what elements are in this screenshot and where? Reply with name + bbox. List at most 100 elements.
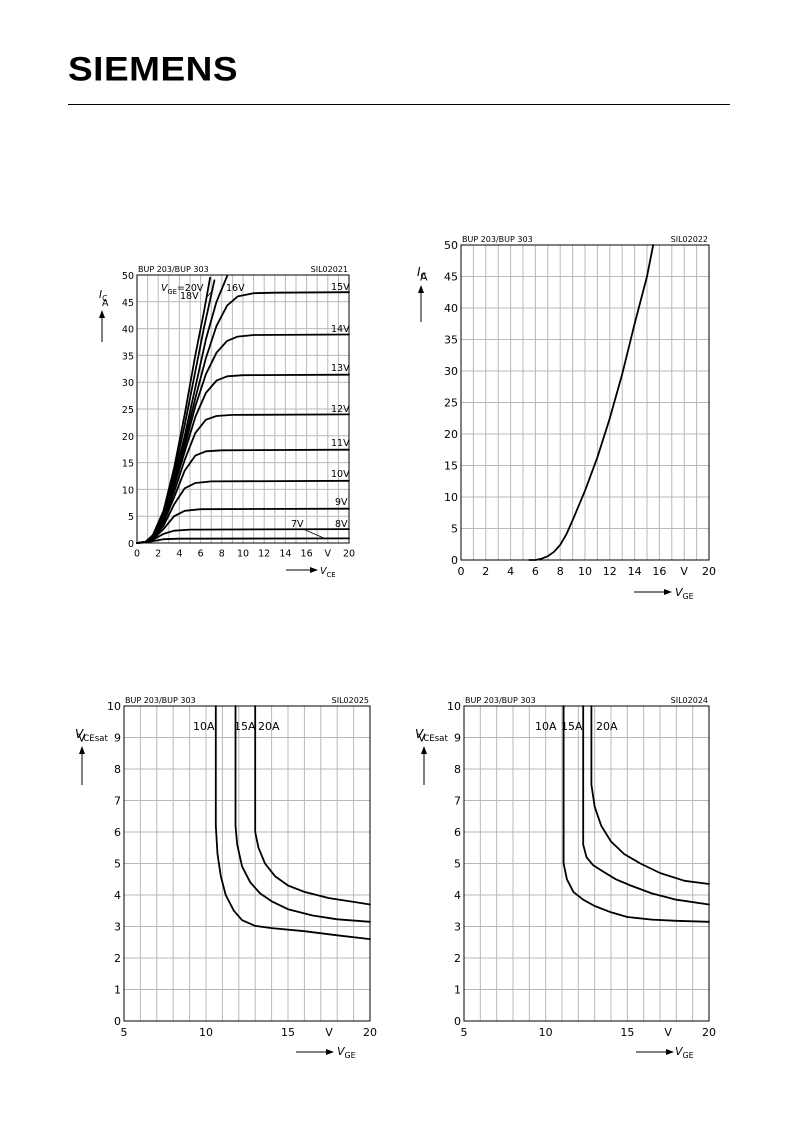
plot-frame — [463, 705, 710, 1022]
series-label: 10A — [193, 720, 215, 733]
x-tick-label: 5 — [461, 1026, 468, 1039]
chart-part-number: BUP 203/BUP 303 — [125, 696, 196, 705]
series-label: 9V — [335, 497, 348, 508]
x-tick-label: 14 — [279, 549, 291, 560]
series-label: 13V — [331, 363, 350, 374]
x-axis-label: VCE — [320, 566, 336, 579]
series-line-15a — [582, 705, 710, 906]
x-tick-label: 0 — [458, 565, 465, 578]
x-tick-label: 2 — [155, 549, 161, 560]
annotation-label: 18V — [180, 291, 199, 302]
x-unit-label: V — [680, 565, 688, 578]
header-rule — [68, 104, 730, 105]
plot-frame — [123, 705, 371, 1022]
x-axis-arrowhead — [664, 589, 672, 595]
y-unit-label: V — [418, 732, 426, 745]
y-tick-label: 10 — [107, 700, 121, 713]
chart-code: SIL02025 — [332, 696, 369, 705]
x-tick-label: 15 — [620, 1026, 634, 1039]
y-unit-label: V — [78, 732, 86, 745]
y-tick-label: 7 — [114, 795, 121, 808]
x-tick-label: 20 — [702, 565, 716, 578]
y-tick-label: 25 — [444, 397, 458, 410]
x-axis-label: VGE — [675, 586, 694, 601]
x-tick-label: 16 — [301, 549, 313, 560]
y-tick-label: 50 — [122, 271, 134, 282]
plot-frame — [136, 274, 350, 544]
y-tick-label: 4 — [114, 889, 121, 902]
x-axis-label: VGE — [337, 1045, 356, 1060]
y-unit-label: A — [420, 271, 428, 284]
x-tick-label: 8 — [557, 565, 564, 578]
y-axis-arrowhead — [421, 746, 427, 754]
y-axis-label: IC — [417, 265, 427, 282]
series-line-7v — [136, 537, 350, 544]
y-tick-label: 6 — [114, 826, 121, 839]
siemens-logo: SIEMENS — [68, 50, 239, 88]
x-tick-label: 20 — [363, 1026, 377, 1039]
x-tick-label: 20 — [343, 549, 355, 560]
y-axis-arrowhead — [418, 285, 424, 293]
series-label: 11V — [331, 438, 350, 449]
y-tick-label: 35 — [122, 351, 134, 362]
y-tick-label: 10 — [447, 700, 461, 713]
series-line-10a — [562, 705, 710, 923]
x-tick-label: 12 — [258, 549, 270, 560]
x-axis-arrowhead — [666, 1049, 674, 1055]
leader-line-7v — [302, 528, 327, 540]
x-tick-label: 0 — [134, 549, 140, 560]
y-tick-label: 5 — [128, 512, 134, 523]
x-unit-label: V — [325, 549, 332, 560]
y-tick-label: 20 — [444, 428, 458, 441]
y-tick-label: 15 — [444, 460, 458, 473]
annotation-label: 16V — [226, 283, 245, 294]
y-tick-label: 10 — [122, 485, 134, 496]
y-tick-label: 30 — [122, 378, 134, 389]
y-tick-label: 9 — [454, 732, 461, 745]
y-tick-label: 5 — [451, 523, 458, 536]
x-tick-label: 14 — [628, 565, 642, 578]
annotation-label: 20A — [596, 720, 618, 733]
y-tick-label: 20 — [122, 432, 134, 443]
series-line-20a — [590, 705, 710, 885]
chart-code: SIL02021 — [311, 265, 348, 274]
y-tick-label: 3 — [114, 921, 121, 934]
series-label: 12V — [331, 404, 350, 415]
y-tick-label: 30 — [444, 365, 458, 378]
x-unit-label: V — [664, 1026, 672, 1039]
x-tick-label: 10 — [199, 1026, 213, 1039]
y-axis-arrowhead — [79, 746, 85, 754]
y-tick-label: 10 — [444, 491, 458, 504]
y-tick-label: 40 — [444, 302, 458, 315]
y-axis-arrowhead — [99, 310, 105, 318]
y-tick-label: 15 — [122, 459, 134, 470]
series-line-10a — [214, 705, 371, 940]
series-line-15a — [234, 705, 371, 923]
y-tick-label: 0 — [451, 554, 458, 567]
x-axis-arrowhead — [310, 567, 318, 573]
y-tick-label: 9 — [114, 732, 121, 745]
chart-part-number: BUP 203/BUP 303 — [465, 696, 536, 705]
y-tick-label: 8 — [454, 763, 461, 776]
series-label: 7V — [291, 519, 304, 530]
y-tick-label: 1 — [454, 984, 461, 997]
y-tick-label: 40 — [122, 325, 134, 336]
y-tick-label: 6 — [454, 826, 461, 839]
x-tick-label: 5 — [121, 1026, 128, 1039]
y-tick-label: 1 — [114, 984, 121, 997]
x-tick-label: 12 — [603, 565, 617, 578]
y-tick-label: 4 — [454, 889, 461, 902]
series-label: 15V — [331, 282, 350, 293]
x-unit-label: V — [325, 1026, 333, 1039]
y-tick-label: 5 — [454, 858, 461, 871]
x-tick-label: 16 — [652, 565, 666, 578]
series-label: 8V — [335, 519, 348, 530]
series-line-20a — [254, 705, 371, 906]
series-line-0 — [528, 244, 655, 561]
x-tick-label: 6 — [532, 565, 539, 578]
x-tick-label: 4 — [507, 565, 514, 578]
y-axis-label: VCEsat — [415, 727, 448, 744]
x-tick-label: 6 — [198, 549, 204, 560]
